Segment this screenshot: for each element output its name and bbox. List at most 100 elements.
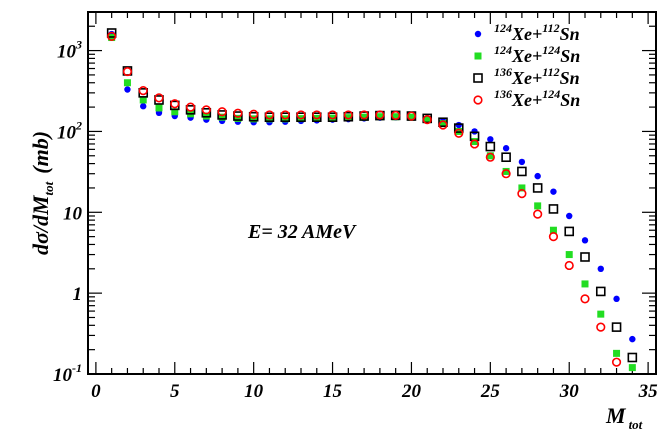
data-point (139, 96, 147, 104)
legend-marker (474, 52, 482, 60)
data-point (611, 357, 622, 367)
data-point (502, 145, 510, 152)
y-axis-label: dσ/dMtot (mb) (28, 131, 56, 255)
data-point (596, 322, 606, 332)
data-point (107, 31, 117, 41)
data-point (518, 184, 526, 192)
data-point (518, 158, 526, 166)
legend-marker (473, 95, 483, 105)
data-point (548, 232, 559, 242)
data-point (138, 85, 148, 96)
data-point (595, 286, 606, 297)
data-point (627, 352, 638, 363)
legend-marker (473, 73, 483, 83)
x-tick-label: 0 (91, 381, 101, 402)
data-point (375, 110, 385, 120)
data-point (597, 265, 604, 273)
data-point (532, 183, 543, 193)
data-point (391, 110, 401, 120)
data-point (201, 108, 212, 118)
svg-text:dσ/dMtot(mb): dσ/dMtot (mb) (28, 131, 56, 255)
legend-mass-number: 136 (494, 65, 512, 79)
legend-mass-number: 124 (542, 43, 560, 57)
data-point (123, 79, 131, 87)
data-point (611, 322, 622, 332)
x-tick-label: 35 (638, 381, 659, 402)
y-tick-label-base: 10 (53, 365, 73, 386)
data-point (629, 335, 636, 343)
y-tick-label-base: 10 (57, 42, 77, 63)
data-point (487, 136, 494, 143)
data-point (486, 152, 494, 160)
data-point (392, 113, 400, 121)
data-point (453, 123, 464, 133)
data-point (185, 102, 196, 112)
data-point (422, 115, 432, 125)
data-point (564, 226, 575, 237)
data-point (234, 114, 242, 122)
legend-entry: 124Xe+112Sn (474, 21, 580, 44)
data-point (485, 152, 495, 162)
y-tick-label: 10-1 (53, 361, 82, 386)
data-point (106, 28, 117, 38)
legend-marker (474, 30, 482, 38)
data-point (264, 110, 275, 120)
data-point (201, 105, 211, 115)
data-point (248, 111, 259, 122)
legend-element: Sn (560, 68, 580, 88)
data-point (597, 310, 605, 318)
legend-label: 136Xe+112Sn (494, 65, 580, 88)
legend-element: Sn (560, 24, 580, 44)
y-tick-label: 10 (63, 203, 83, 224)
legend-entry: 124Xe+124Sn (474, 43, 580, 66)
data-point (517, 166, 527, 177)
data-point (170, 99, 180, 109)
data-point (469, 139, 480, 149)
y-axis-label-unit: (mb) (28, 131, 53, 174)
data-point (517, 189, 527, 199)
data-points (106, 28, 638, 372)
x-tick-label: 25 (480, 381, 501, 402)
y-tick-label: 1 (73, 284, 83, 305)
y-axis-label-sub: tot (41, 181, 56, 195)
data-point (218, 113, 226, 121)
legend-entry: 136Xe+112Sn (473, 65, 580, 88)
legend-mass-number: 124 (542, 87, 560, 101)
data-point (280, 110, 290, 120)
legend-element: Sn (560, 46, 580, 66)
data-point (502, 167, 510, 175)
data-point (423, 116, 431, 124)
legend-mass-number: 124 (494, 43, 512, 57)
legend-mass-number: 112 (542, 65, 559, 79)
legend-element: Xe+ (511, 46, 542, 66)
x-axis-label-sub: tot (629, 417, 643, 432)
data-point (296, 110, 306, 120)
legend-entry: 136Xe+124Sn (473, 87, 580, 110)
data-point (233, 111, 243, 121)
data-point (124, 86, 131, 93)
data-point (154, 93, 164, 103)
x-tick-label: 10 (244, 381, 264, 402)
legend-label: 136Xe+124Sn (494, 87, 580, 110)
legend-label: 124Xe+112Sn (494, 21, 580, 44)
data-point (454, 128, 464, 138)
data-point (613, 349, 621, 357)
data-point (565, 251, 573, 259)
legend-element: Xe+ (511, 90, 542, 110)
y-tick-label-base: 1 (73, 284, 83, 305)
data-point (501, 152, 511, 163)
data-point (155, 104, 163, 112)
data-point (550, 188, 557, 195)
data-point (455, 121, 462, 129)
data-point (580, 252, 590, 262)
y-tick-label: 102 (57, 118, 82, 143)
data-point (549, 226, 557, 234)
data-point (438, 120, 448, 130)
x-tick-label: 15 (323, 381, 343, 402)
data-point (533, 209, 543, 219)
data-point (580, 294, 590, 304)
data-point (312, 110, 322, 120)
